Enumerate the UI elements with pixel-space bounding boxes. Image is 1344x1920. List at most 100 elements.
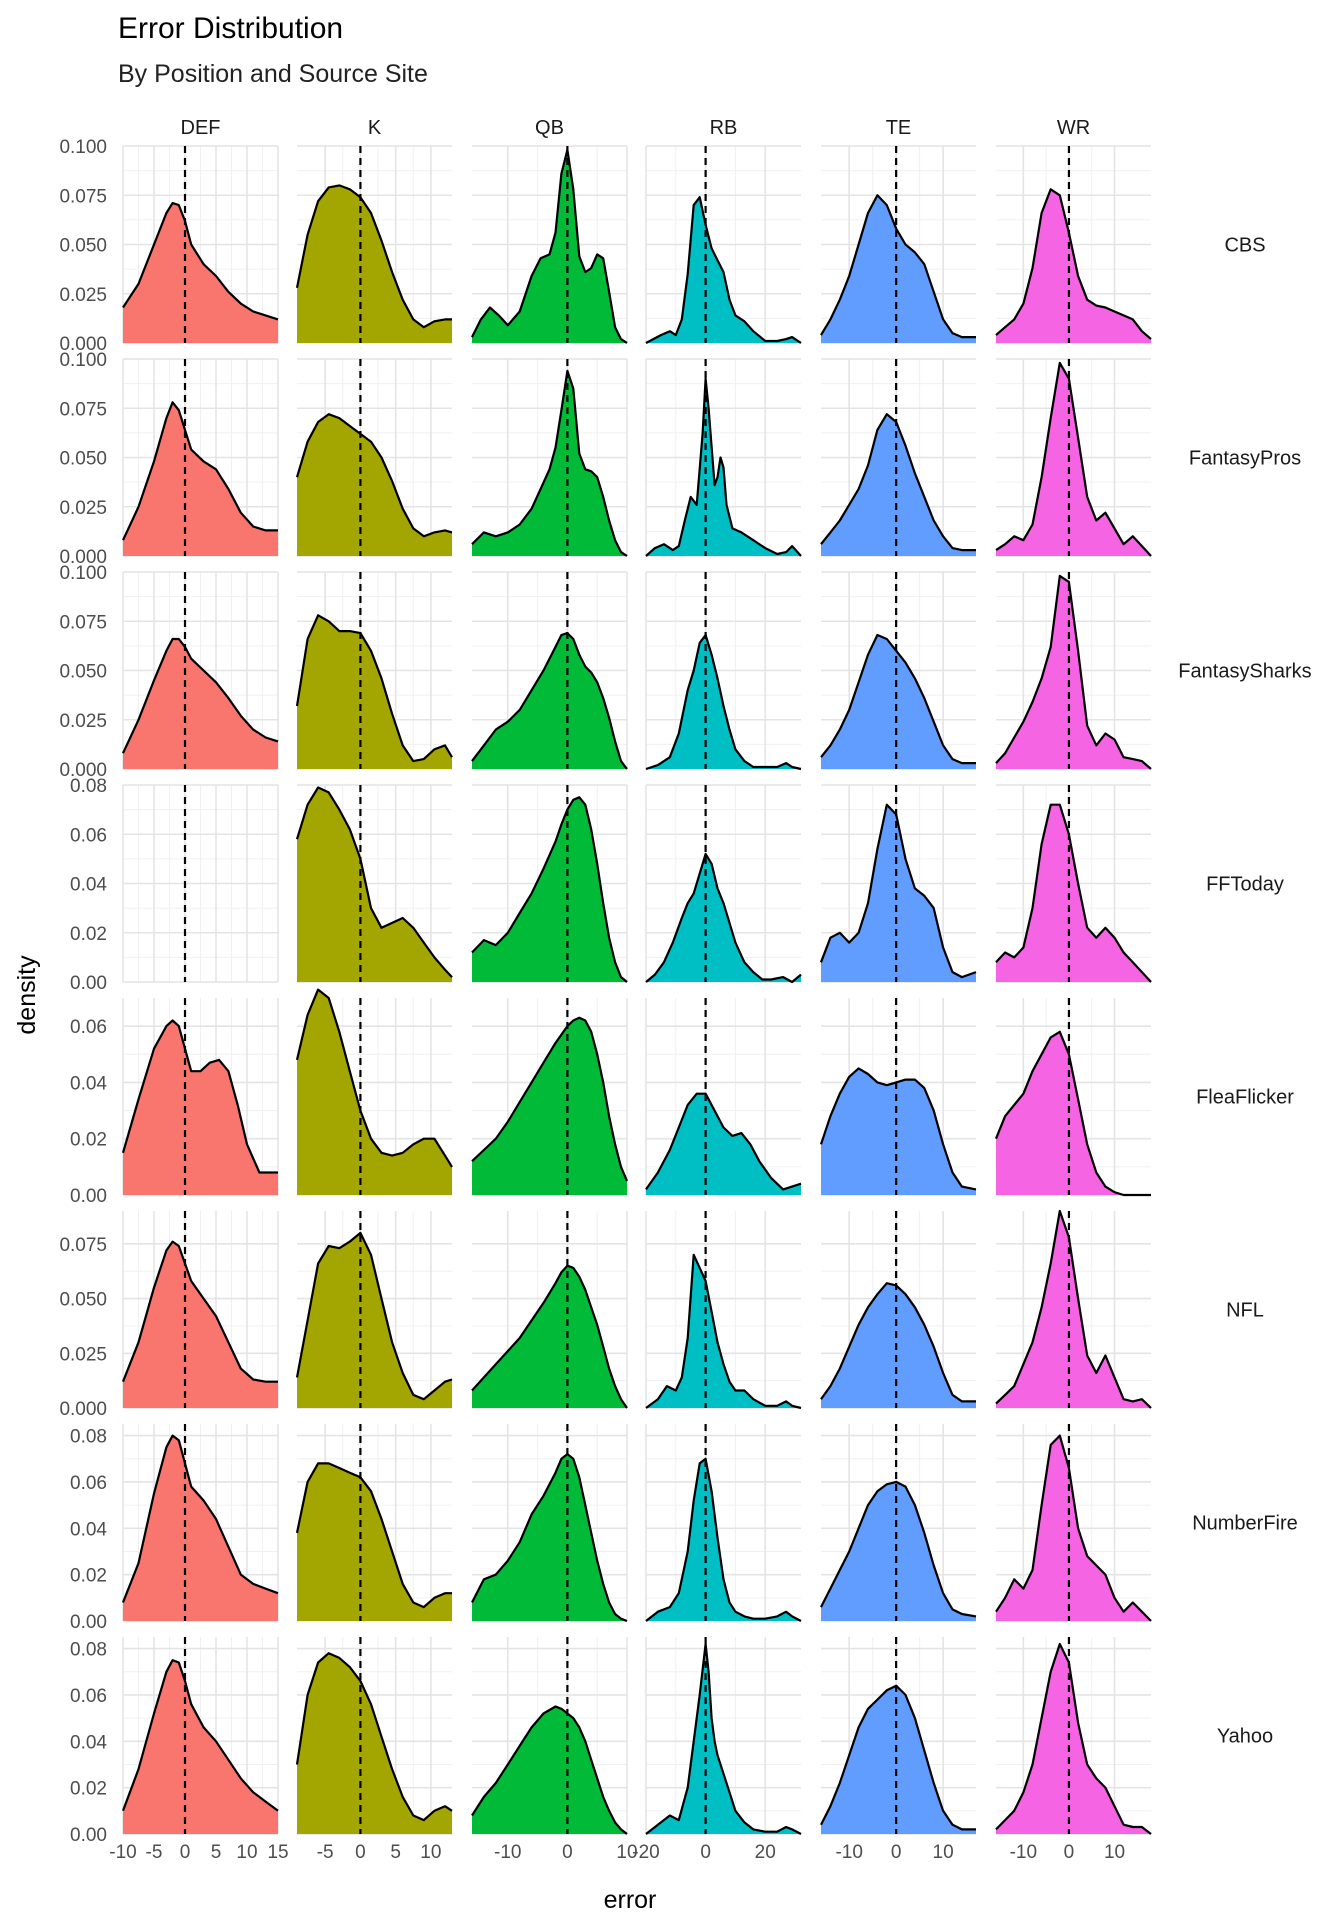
density-line-fftoday-wr (995, 803, 1152, 983)
panel-nfl-qb (471, 1211, 628, 1409)
x-tick-label: 10 (1104, 1842, 1125, 1863)
y-tick-label: 0.075 (59, 186, 107, 207)
density-area-fantasypros-k (297, 414, 452, 556)
density-line-fantasypros-rb (645, 377, 802, 557)
chart-subtitle: By Position and Source Site (118, 60, 428, 88)
density-line-fantasysharks-k (295, 614, 453, 763)
density-area-fftoday-k (297, 787, 452, 982)
density-area-fantasysharks-qb (472, 633, 627, 769)
y-tick-label: 0.02 (70, 1779, 107, 1800)
y-tick-label: 0.02 (70, 924, 107, 945)
y-tick-label: 0.050 (59, 236, 107, 257)
y-tick-label: 0.100 (59, 137, 107, 158)
density-area-fantasysharks-def (123, 639, 278, 769)
x-tick-label: -10 (494, 1842, 521, 1863)
y-tick-label: 0.075 (59, 1235, 107, 1256)
density-line-fantasysharks-rb (645, 633, 802, 771)
y-tick-label: 0.000 (59, 1399, 107, 1420)
density-area-fantasypros-qb (472, 370, 627, 556)
panel-fftoday-rb (645, 784, 802, 984)
density-line-numberfire-te (820, 1480, 977, 1618)
row-strip-yahoo: Yahoo (1217, 1726, 1273, 1748)
column-strip-te: TE (886, 117, 912, 139)
panel-fftoday-qb (471, 784, 628, 983)
y-tick-label: 0.06 (70, 825, 107, 846)
y-tick-label: 0.000 (59, 760, 107, 781)
density-area-yahoo-qb (472, 1706, 627, 1834)
panel-yahoo-te: -10 0 10 (820, 1637, 976, 1863)
density-line-yahoo-k (295, 1652, 453, 1822)
column-strip-rb: RB (710, 117, 738, 139)
panel-yahoo-wr: -10 0 10 (995, 1637, 1152, 1863)
panel-fantasypros-qb (471, 358, 628, 557)
density-area-fleaflicker-def (123, 1020, 278, 1195)
y-tick-label: 0.04 (70, 1519, 107, 1540)
density-area-nfl-qb (472, 1265, 627, 1408)
panel-fftoday-wr (995, 784, 1152, 983)
y-tick-label: 0.08 (70, 1427, 107, 1448)
y-tick-label: 0.06 (70, 1017, 107, 1038)
panel-nfl-def: 0.000 0.025 0.050 0.075 (59, 1211, 279, 1420)
y-tick-label: 0.050 (59, 449, 107, 470)
density-area-fleaflicker-qb (472, 1017, 627, 1195)
panel-fleaflicker-qb (471, 998, 629, 1196)
panel-numberfire-wr (995, 1424, 1152, 1622)
x-tick-label: 5 (390, 1842, 401, 1863)
panel-nfl-k (295, 1211, 453, 1409)
y-tick-label: 0.08 (70, 776, 107, 797)
x-tick-label: 10 (616, 1842, 637, 1863)
density-area-fantasypros-wr (996, 362, 1151, 556)
panel-fleaflicker-wr (994, 998, 1151, 1197)
y-tick-label: 0.00 (70, 973, 107, 994)
panel-numberfire-k (295, 1424, 452, 1622)
density-line-fantasypros-qb (471, 369, 628, 557)
panel-numberfire-qb (471, 1424, 628, 1623)
row-strip-numberfire: NumberFire (1192, 1513, 1298, 1535)
y-tick-label: 0.06 (70, 1473, 107, 1494)
y-tick-label: 0.02 (70, 1130, 107, 1151)
panel-cbs-k (295, 145, 452, 344)
density-line-numberfire-k (295, 1462, 452, 1609)
density-area-cbs-qb (472, 149, 627, 343)
density-line-fantasypros-k (295, 413, 453, 538)
panel-fftoday-def: 0.00 0.02 0.04 0.06 0.08 (70, 776, 279, 994)
x-tick-label: 0 (891, 1842, 902, 1863)
density-area-fantasypros-def (123, 402, 278, 556)
density-line-nfl-k (295, 1231, 453, 1401)
y-tick-label: 0.000 (59, 547, 107, 568)
column-strip-wr: WR (1057, 117, 1090, 139)
panel-cbs-qb (471, 145, 628, 344)
density-area-fantasypros-rb (646, 378, 801, 556)
panel-fantasypros-te (820, 358, 976, 557)
x-tick-label: -10 (109, 1842, 136, 1863)
y-tick-label: 0.04 (70, 1732, 107, 1753)
panel-fantasysharks-k (295, 571, 453, 770)
x-tick-label: -5 (317, 1842, 334, 1863)
panel-fftoday-te (819, 784, 977, 983)
panel-yahoo-def: 0.00 0.02 0.04 0.06 0.08 -10 -5 0 5 10 15 (70, 1637, 289, 1863)
y-tick-label: 0.100 (59, 350, 107, 371)
panel-fantasysharks-te (820, 571, 976, 770)
density-line-numberfire-rb (645, 1457, 802, 1622)
x-tick-label: 5 (211, 1842, 222, 1863)
panel-cbs-te (820, 145, 976, 344)
panel-fantasysharks-qb (471, 571, 628, 770)
y-tick-label: 0.050 (59, 1290, 107, 1311)
density-line-cbs-def (122, 202, 279, 321)
density-area-fftoday-te (821, 804, 976, 982)
density-area-fleaflicker-k (297, 989, 452, 1195)
panel-nfl-te (820, 1211, 976, 1409)
density-line-cbs-wr (995, 188, 1152, 340)
density-line-fantasysharks-def (122, 637, 279, 754)
y-tick-label: 0.00 (70, 1825, 107, 1846)
density-area-nfl-rb (646, 1254, 801, 1408)
density-area-fantasypros-te (821, 414, 976, 556)
density-area-nfl-te (821, 1283, 976, 1408)
density-line-numberfire-qb (471, 1453, 628, 1623)
density-area-numberfire-te (821, 1481, 976, 1621)
panel-fleaflicker-te (819, 998, 977, 1196)
y-tick-label: 0.04 (70, 1073, 107, 1094)
y-tick-label: 0.000 (59, 334, 107, 355)
row-strip-fleaflicker: FleaFlicker (1196, 1087, 1294, 1109)
